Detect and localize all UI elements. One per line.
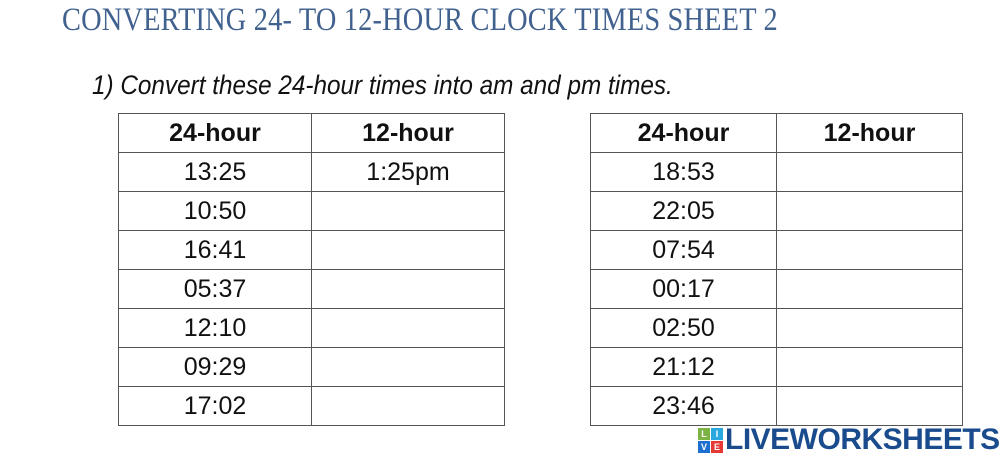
table-row: 05:37 (118, 269, 505, 309)
table-row: 16:41 (118, 230, 505, 270)
answer-cell-12-hour[interactable] (776, 152, 963, 192)
time-cell-24-hour: 21:12 (590, 347, 777, 387)
answer-cell-12-hour[interactable] (776, 347, 963, 387)
table-row: 12:10 (118, 308, 505, 348)
time-cell-24-hour: 00:17 (590, 269, 777, 309)
table-row: 02:50 (590, 308, 963, 348)
table-row: 17:02 (118, 386, 505, 426)
header-row: 24-hour 12-hour (590, 113, 963, 153)
column-header: 24-hour (118, 113, 312, 153)
column-header: 12-hour (776, 113, 963, 153)
page-title: CONVERTING 24- TO 12-HOUR CLOCK TIMES SH… (62, 2, 778, 38)
logo-block: I (711, 427, 723, 440)
time-cell-24-hour: 16:41 (118, 230, 312, 270)
time-cell-24-hour: 12:10 (118, 308, 312, 348)
answer-cell-12-hour[interactable] (311, 347, 505, 387)
answer-cell-12-hour[interactable] (311, 308, 505, 348)
time-cell-24-hour: 07:54 (590, 230, 777, 270)
time-cell-24-hour: 23:46 (590, 386, 777, 426)
logo-block: L (698, 427, 710, 440)
table-row: 18:53 (590, 152, 963, 192)
header-row: 24-hour 12-hour (118, 113, 505, 153)
time-cell-24-hour: 18:53 (590, 152, 777, 192)
time-cell-24-hour: 02:50 (590, 308, 777, 348)
table-row: 09:29 (118, 347, 505, 387)
time-cell-24-hour: 13:25 (118, 152, 312, 192)
answer-cell-12-hour[interactable] (776, 269, 963, 309)
logo-block: E (711, 440, 723, 453)
column-header: 12-hour (311, 113, 505, 153)
answer-cell-12-hour[interactable] (311, 191, 505, 231)
table-row: 23:46 (590, 386, 963, 426)
logo-block: V (698, 440, 710, 453)
conversion-table-1: 24-hour 12-hour 13:25 1:25pm 10:50 16:41 05:37… (118, 113, 505, 426)
answer-cell-12-hour[interactable] (311, 230, 505, 270)
time-cell-24-hour: 17:02 (118, 386, 312, 426)
table-row: 13:25 1:25pm (118, 152, 505, 192)
instruction-text: 1) Convert these 24-hour times into am a… (92, 70, 673, 100)
conversion-table-2: 24-hour 12-hour 18:53 22:05 07:54 00:17 02:50 2… (590, 113, 963, 426)
answer-cell-12-hour[interactable] (311, 269, 505, 309)
answer-cell-12-hour[interactable] (776, 191, 963, 231)
table-row: 00:17 (590, 269, 963, 309)
table-row: 22:05 (590, 191, 963, 231)
answer-cell-12-hour[interactable] (776, 308, 963, 348)
table-row: 21:12 (590, 347, 963, 387)
time-cell-24-hour: 09:29 (118, 347, 312, 387)
time-cell-24-hour: 10:50 (118, 191, 312, 231)
table-row: 10:50 (118, 191, 505, 231)
time-cell-24-hour: 05:37 (118, 269, 312, 309)
answer-cell-12-hour[interactable] (776, 386, 963, 426)
answer-cell-12-hour[interactable]: 1:25pm (311, 152, 505, 192)
answer-cell-12-hour[interactable] (776, 230, 963, 270)
answer-cell-12-hour[interactable] (311, 386, 505, 426)
time-cell-24-hour: 22:05 (590, 191, 777, 231)
column-header: 24-hour (590, 113, 777, 153)
logo-text: LIVEWORKSHEETS (725, 423, 1000, 456)
table-row: 07:54 (590, 230, 963, 270)
